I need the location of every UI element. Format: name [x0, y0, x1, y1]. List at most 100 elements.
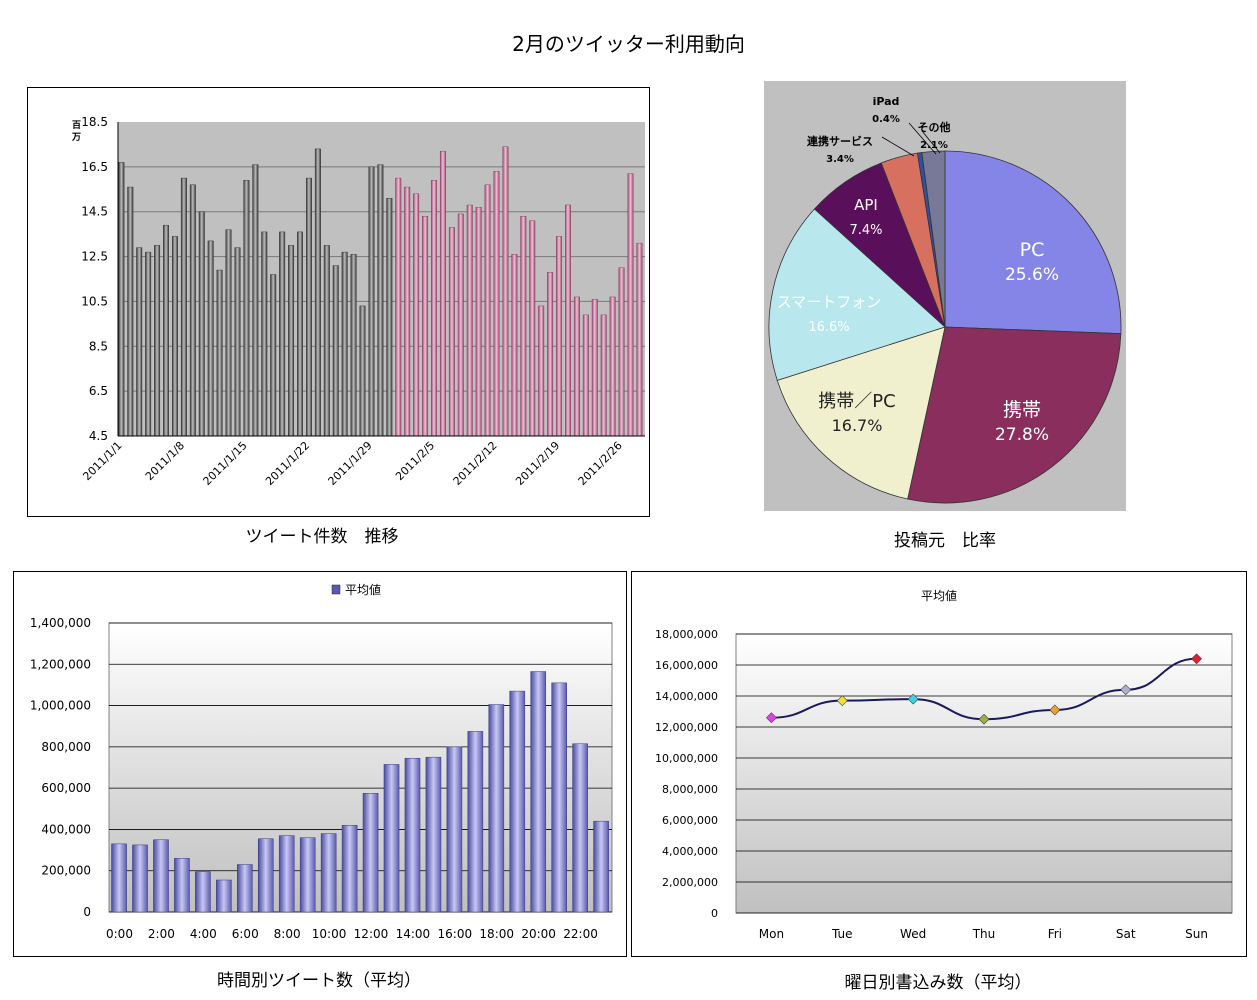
x-tick-label: Sat [1116, 927, 1136, 941]
daily-bar [297, 231, 303, 437]
y-tick-label: 400,000 [41, 822, 91, 836]
source-pie-chart: PC 25.6% 携帯 27.8% 携帯／PC 16.7% スマートフォン 16.6% API 7… [764, 81, 1126, 511]
hourly-bar [383, 764, 400, 913]
y-tick-label: 6,000,000 [662, 814, 718, 827]
daily-bar [484, 184, 491, 437]
source-pie-svg: PC 25.6% 携帯 27.8% 携帯／PC 16.7% スマートフォン 16.6% API 7… [768, 95, 1122, 504]
y-tick-label: 10.5 [81, 294, 108, 308]
pie-label: その他 [918, 120, 951, 134]
hourly-bar [257, 838, 274, 913]
pie-pct-label: 7.4% [849, 223, 882, 238]
data-point-marker [836, 695, 848, 707]
daily-bar [422, 215, 429, 437]
x-tick-label: 18:00 [479, 927, 514, 941]
daily-bar [457, 213, 464, 437]
daily-bar [359, 305, 366, 437]
leader-line [881, 136, 915, 157]
data-point-marker [1120, 684, 1132, 696]
daily-bar [529, 220, 536, 437]
y-tick-label: 0 [711, 907, 718, 920]
hourly-bar [111, 843, 127, 913]
daily-bar [493, 171, 500, 437]
daily-bar [163, 224, 169, 437]
daily-bar [118, 162, 125, 437]
chart-title: 平均値 [921, 588, 957, 603]
daily-tweets-chart: 18.5 16.5 14.5 12.5 10.5 8.5 6.5 4.5 百万 2011/1/1 2… [27, 87, 650, 517]
y-tick-label: 200,000 [41, 864, 91, 878]
data-point-marker [978, 713, 990, 725]
hourly-bar [153, 839, 169, 913]
leader-line [921, 130, 941, 154]
x-tick-label: 2011/1/15 [201, 439, 250, 488]
x-tick-label: 2011/1/29 [326, 439, 375, 488]
daily-bar [171, 236, 178, 437]
pie-label: API [854, 196, 878, 214]
daily-bar [368, 166, 375, 437]
pie-pct-label: 27.8% [995, 425, 1049, 445]
y-tick-label: 4.5 [89, 429, 108, 443]
y-tick-label: 10,000,000 [655, 752, 718, 765]
daily-bar [413, 193, 420, 437]
x-tick-label: 16:00 [438, 927, 473, 941]
x-tick-label: Fri [1048, 927, 1062, 941]
x-tick-label: Mon [759, 927, 784, 941]
x-tick-label: Tue [831, 927, 853, 941]
data-point-marker [766, 712, 777, 724]
y-tick-label: 0 [83, 905, 91, 919]
x-tick-label: Wed [900, 927, 926, 941]
hourly-bar [572, 743, 588, 913]
weekday-posts-svg: 18,000,000 16,000,000 14,000,000 12,000,000… [655, 588, 1233, 941]
pie-slice [907, 326, 1122, 504]
y-tick-label: 4,000,000 [662, 845, 718, 858]
hourly-bar [446, 746, 463, 913]
y-tick-label: 12,000,000 [655, 721, 718, 734]
data-point-marker [907, 693, 919, 705]
hourly-bar [216, 879, 232, 913]
daily-bar [270, 274, 277, 437]
daily-bar [154, 245, 161, 437]
daily-bar [565, 204, 571, 437]
x-tick-label: 2011/2/26 [576, 439, 625, 488]
daily-bar [386, 198, 393, 437]
daily-bar [136, 247, 143, 437]
daily-bar [180, 177, 187, 437]
daily-bar [547, 272, 554, 437]
x-tick-label: 14:00 [396, 927, 431, 941]
hourly-bar [530, 671, 547, 913]
daily-bar [243, 180, 250, 437]
pie-label: iPad [873, 95, 900, 108]
daily-bar [520, 215, 527, 437]
daily-bar [377, 164, 384, 437]
x-tick-label: 2011/2/12 [451, 439, 500, 488]
x-tick-label: Sun [1185, 927, 1208, 941]
x-tick-label: 20:00 [521, 927, 556, 941]
daily-bar [431, 180, 437, 437]
y-tick-label: 600,000 [41, 781, 91, 795]
y-tick-label: 16.5 [81, 160, 108, 174]
hourly-bar [593, 820, 609, 913]
daily-bar [600, 314, 607, 437]
hourly-bar [404, 757, 421, 913]
daily-bar [609, 296, 616, 437]
daily-bar [207, 240, 214, 437]
pie-pct-label: 3.4% [826, 154, 854, 165]
legend-swatch [331, 584, 341, 595]
pie-label: 携帯／PC [818, 391, 895, 412]
daily-bar [341, 251, 348, 437]
hourly-bar [320, 833, 337, 913]
daily-bar [591, 298, 598, 437]
daily-bar [502, 146, 509, 437]
daily-bar [556, 236, 563, 437]
data-point-marker [1049, 704, 1061, 716]
daily-bar [225, 229, 232, 437]
plot-area [108, 622, 613, 913]
y-tick-label: 1,400,000 [30, 616, 91, 630]
pie-label: 携帯 [1003, 399, 1041, 421]
y-tick-label: 800,000 [41, 740, 91, 754]
daily-bar [252, 164, 259, 437]
y-unit-label: 万 [71, 132, 81, 143]
hourly-bar [174, 858, 190, 913]
y-tick-label: 1,200,000 [30, 657, 91, 671]
x-tick-label: 2:00 [148, 927, 175, 941]
pie-pct-label: 16.6% [808, 320, 849, 335]
